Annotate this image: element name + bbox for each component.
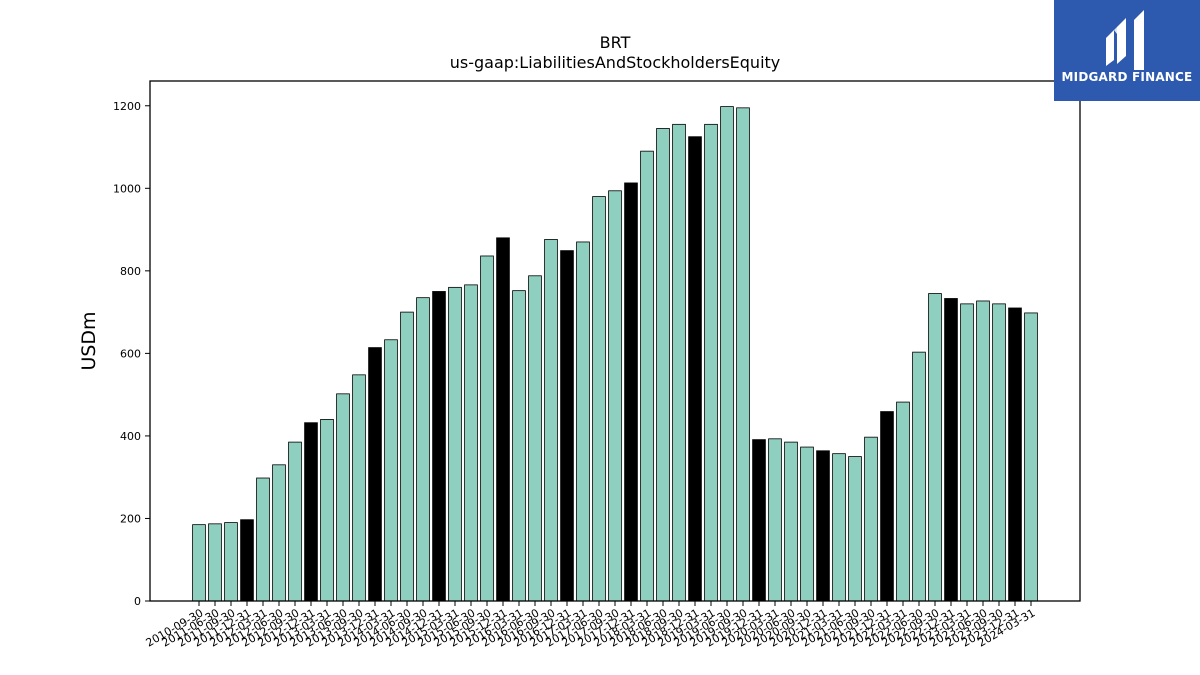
bar-2016-06-30: [560, 250, 574, 602]
bar-2020-12-31: [848, 456, 862, 602]
bar-2011-06-30: [240, 519, 254, 602]
y-axis-ticks: 0 200 400 600 800 1000 1200: [113, 100, 150, 608]
bar-2012-06-30: [304, 422, 318, 602]
bar-2018-09-30: [704, 123, 718, 602]
chart-title: BRT: [600, 33, 631, 52]
bar-2021-09-30: [896, 401, 910, 602]
brand-logo: MIDGARD FINANCE: [1054, 0, 1200, 101]
bar-2014-06-30: [432, 291, 446, 602]
midgard-m-logo-icon: [1106, 10, 1144, 70]
bar-2014-09-30: [448, 286, 462, 602]
chart-subtitle: us-gaap:LiabilitiesAndStockholdersEquity: [450, 53, 781, 72]
y-tick-label: 1200: [113, 100, 141, 113]
bar-2021-06-30: [880, 411, 894, 602]
bar-2015-12-31: [528, 275, 542, 602]
bar-2017-09-30: [640, 150, 654, 602]
bar-2016-03-31: [544, 239, 558, 602]
bar-2022-09-30: [960, 303, 974, 602]
bar-2010-12-31: [208, 523, 222, 602]
bar-2012-12-31: [336, 393, 350, 602]
bar-2023-06-30: [1008, 307, 1022, 602]
y-tick-label: 600: [120, 347, 141, 360]
bar-2022-12-31: [976, 300, 990, 602]
y-tick-label: 400: [120, 430, 141, 443]
bars-group: [192, 106, 1038, 602]
y-axis-label: USDm: [78, 311, 100, 370]
bar-2015-03-31: [480, 255, 494, 602]
bar-2015-06-30: [496, 237, 510, 602]
bar-2017-12-31: [656, 128, 670, 602]
bar-2019-12-31: [784, 441, 798, 602]
bar-2013-06-30: [368, 347, 382, 602]
bar-2016-09-30: [576, 241, 590, 602]
bar-2020-03-31: [800, 446, 814, 602]
bar-2011-03-31: [224, 522, 238, 602]
bar-2018-06-30: [688, 136, 702, 602]
plot-frame: [149, 80, 1081, 602]
bar-2015-09-30: [512, 290, 526, 602]
y-tick-label: 0: [134, 595, 141, 608]
bar-2013-09-30: [384, 339, 398, 602]
bar-2018-12-31: [720, 106, 734, 602]
bar-2014-03-31: [416, 297, 430, 602]
bar-2011-12-31: [272, 464, 286, 602]
bar-2021-03-31: [864, 436, 878, 602]
bar-2023-03-31: [992, 303, 1006, 602]
bar-2019-06-30: [752, 439, 766, 602]
bar-2013-03-31: [352, 374, 366, 602]
bar-2020-06-30: [816, 450, 830, 602]
bar-2018-03-31: [672, 123, 686, 602]
bar-2012-09-30: [320, 419, 334, 602]
bar-2011-09-30: [256, 477, 270, 602]
x-axis-ticks: 2010-09-302011-06-302011-09-302011-12-31…: [144, 601, 1038, 650]
bar-2010-09-30: [192, 524, 206, 602]
bar-2021-12-31: [912, 351, 926, 602]
y-tick-label: 800: [120, 265, 141, 278]
bar-2022-06-30: [944, 298, 958, 602]
bar-2012-03-31: [288, 441, 302, 602]
bar-2017-06-30: [624, 182, 638, 602]
bar-2014-12-31: [464, 284, 478, 602]
bar-2019-09-30: [768, 438, 782, 602]
bar-2016-12-31: [592, 196, 606, 602]
y-tick-label: 1000: [113, 182, 141, 195]
y-tick-label: 200: [120, 512, 141, 525]
bar-2023-09-30: [1024, 312, 1038, 602]
bar-2022-03-31: [928, 293, 942, 602]
bar-2020-09-30: [832, 453, 846, 602]
brand-name: MIDGARD FINANCE: [1061, 70, 1193, 84]
bar-2013-12-31: [400, 311, 414, 602]
bar-2017-03-31: [608, 190, 622, 602]
bar-2019-03-31: [736, 107, 750, 602]
